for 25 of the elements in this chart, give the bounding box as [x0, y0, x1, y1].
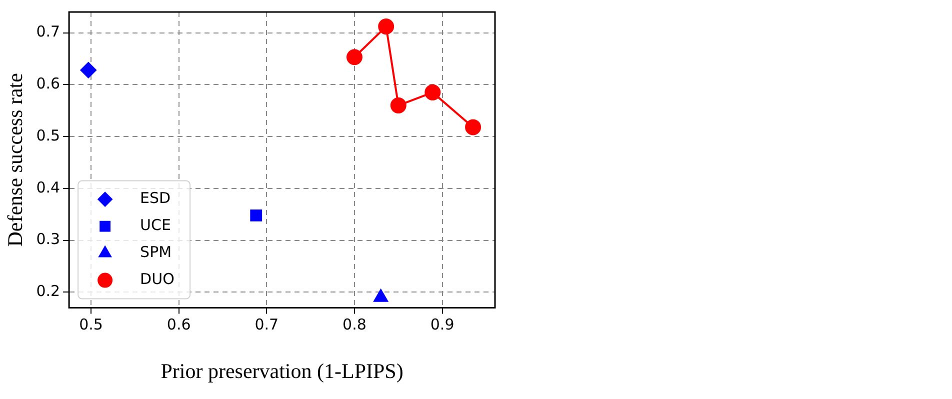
point — [346, 49, 362, 66]
point — [378, 18, 394, 35]
x-tick-label: 0.6 — [166, 316, 191, 334]
y-tick-label: 0.2 — [36, 282, 60, 300]
point — [80, 62, 96, 78]
point — [465, 119, 482, 136]
legend-label: UCE — [140, 216, 171, 234]
legend-label: DUO — [140, 270, 174, 288]
x-tick-label: 0.9 — [430, 316, 454, 334]
y-tick-label: 0.5 — [36, 126, 60, 144]
y-axis-title: Defense success rate — [3, 73, 28, 247]
x-tick-label: 0.8 — [342, 316, 366, 334]
point — [390, 97, 406, 114]
point — [424, 84, 441, 100]
legend-label: ESD — [140, 189, 171, 208]
x-tick-label: 0.5 — [79, 316, 103, 334]
point — [250, 209, 262, 222]
legend-label: SPM — [140, 243, 172, 262]
y-tick-label: 0.3 — [36, 230, 60, 248]
y-tick-label: 0.7 — [36, 22, 60, 41]
x-axis-title: Prior preservation (1-LPIPS) — [160, 358, 404, 383]
y-tick-label: 0.6 — [36, 74, 60, 93]
y-tick-label: 0.4 — [36, 178, 60, 196]
point — [374, 289, 388, 302]
x-tick-label: 0.7 — [254, 316, 279, 334]
